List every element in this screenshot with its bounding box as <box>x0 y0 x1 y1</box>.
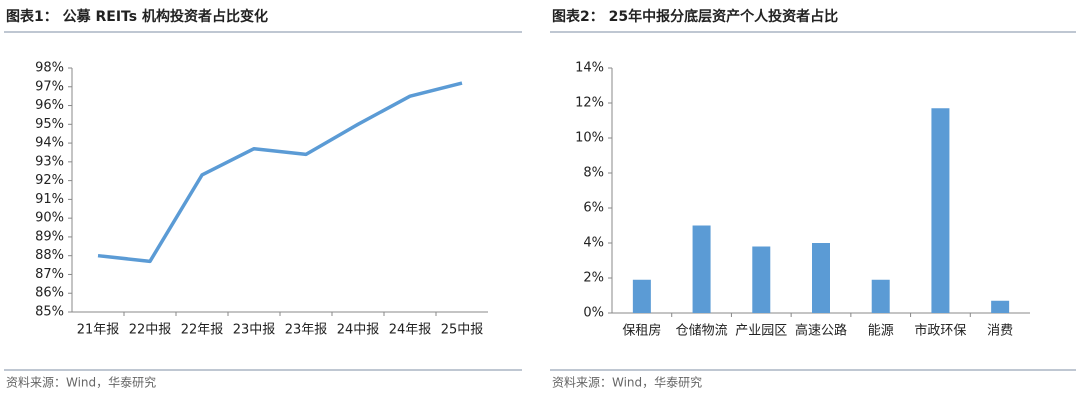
y-tick-label: 14% <box>575 61 604 76</box>
x-tick-label: 消费 <box>987 324 1013 339</box>
chart-title: 图表1： 公募 REITs 机构投资者占比变化 <box>6 8 268 25</box>
y-tick-label: 93% <box>35 154 64 169</box>
bar <box>632 279 651 313</box>
x-tick-label: 高速公路 <box>795 323 847 339</box>
bar <box>812 243 830 313</box>
y-tick-label: 95% <box>35 117 64 132</box>
y-tick-label: 88% <box>35 248 64 263</box>
y-tick-label: 0% <box>583 306 604 321</box>
y-tick-label: 94% <box>35 136 64 151</box>
bar <box>871 279 890 313</box>
bar <box>931 108 950 313</box>
chart-title: 图表2： 25年中报分底层资产个人投资者占比 <box>552 8 838 25</box>
y-tick-label: 92% <box>35 173 64 188</box>
x-tick-label: 仓储物流 <box>676 324 728 339</box>
y-tick-label: 6% <box>583 201 604 216</box>
y-tick-label: 2% <box>583 271 604 286</box>
y-tick-label: 86% <box>35 286 64 301</box>
y-tick-label: 87% <box>35 267 64 282</box>
source-note: 资料来源：Wind，华泰研究 <box>552 375 702 390</box>
bar <box>752 246 771 313</box>
x-tick-label: 23中报 <box>233 323 276 338</box>
y-tick-label: 8% <box>583 166 604 181</box>
x-tick-label: 23年报 <box>285 323 328 338</box>
x-tick-label: 24年报 <box>389 323 432 338</box>
bar <box>692 225 711 313</box>
x-tick-label: 市政环保 <box>914 323 966 339</box>
x-tick-label: 产业园区 <box>735 324 787 339</box>
x-tick-label: 21年报 <box>77 323 120 338</box>
y-tick-label: 10% <box>575 131 604 146</box>
y-tick-label: 12% <box>575 96 604 111</box>
x-tick-label: 能源 <box>868 324 894 339</box>
y-tick-label: 85% <box>35 305 64 320</box>
source-note: 资料来源：Wind，华泰研究 <box>6 375 156 390</box>
y-tick-label: 98% <box>35 61 64 76</box>
x-tick-label: 24中报 <box>337 323 380 338</box>
y-tick-label: 96% <box>35 98 64 113</box>
line-series <box>97 81 463 264</box>
y-tick-label: 4% <box>583 236 604 251</box>
x-tick-label: 22年报 <box>181 323 224 338</box>
y-tick-label: 90% <box>35 211 64 226</box>
x-tick-label: 22中报 <box>129 323 172 338</box>
y-tick-label: 91% <box>35 192 64 207</box>
y-tick-label: 97% <box>35 79 64 94</box>
x-tick-label: 保租房 <box>622 323 661 339</box>
x-tick-label: 25中报 <box>441 323 484 338</box>
bar <box>991 300 1010 313</box>
y-tick-label: 89% <box>35 229 64 244</box>
